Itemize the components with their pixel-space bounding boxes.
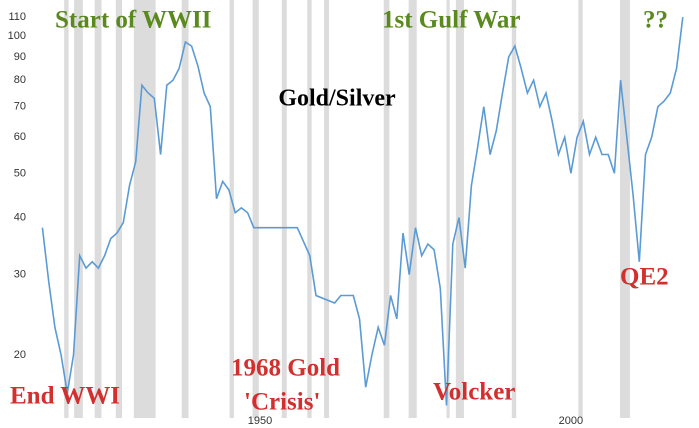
recession-band xyxy=(115,0,123,418)
y-tick-label: 80 xyxy=(14,74,26,86)
recession-band xyxy=(229,0,234,418)
recession-band xyxy=(383,0,390,418)
recession-band xyxy=(64,0,69,418)
annotation: 'Crisis' xyxy=(244,389,320,416)
recession-band xyxy=(94,0,102,418)
annotation: ?? xyxy=(643,7,668,34)
annotation: QE2 xyxy=(620,264,669,291)
plot xyxy=(41,17,684,406)
recession-band xyxy=(324,0,330,418)
recession-band xyxy=(446,0,450,418)
annotation: 1968 Gold xyxy=(231,355,340,382)
recession-band xyxy=(578,0,583,418)
y-tick-label: 50 xyxy=(14,167,26,179)
recession-band xyxy=(619,0,630,418)
x-tick-label: 1950 xyxy=(248,415,272,427)
x-tick-label: 2000 xyxy=(559,415,583,427)
y-tick-label: 20 xyxy=(14,349,26,361)
recession-band xyxy=(408,0,417,418)
y-tick-label: 70 xyxy=(14,101,26,113)
annotation: Start of WWII xyxy=(55,7,211,34)
y-tick-label: 60 xyxy=(14,131,26,143)
y-tick-label: 110 xyxy=(8,11,26,23)
annotation: 1st Gulf War xyxy=(382,7,520,34)
recession-band xyxy=(455,0,464,418)
data-line xyxy=(41,17,684,406)
recession-band xyxy=(181,0,189,418)
y-tick-label: 30 xyxy=(14,268,26,280)
annotation: Volcker xyxy=(433,379,515,406)
recession-band xyxy=(74,0,83,418)
recession-band xyxy=(307,0,312,418)
y-tick-label: 90 xyxy=(14,51,26,63)
recession-band xyxy=(252,0,259,418)
chart-title: Gold/Silver xyxy=(278,86,396,112)
y-tick-label: 100 xyxy=(8,30,26,42)
recession-band xyxy=(281,0,287,418)
annotation: End WWI xyxy=(10,383,120,410)
recession-bands xyxy=(64,0,630,418)
recession-band xyxy=(133,0,156,418)
recession-band xyxy=(511,0,517,418)
y-tick-label: 40 xyxy=(14,211,26,223)
